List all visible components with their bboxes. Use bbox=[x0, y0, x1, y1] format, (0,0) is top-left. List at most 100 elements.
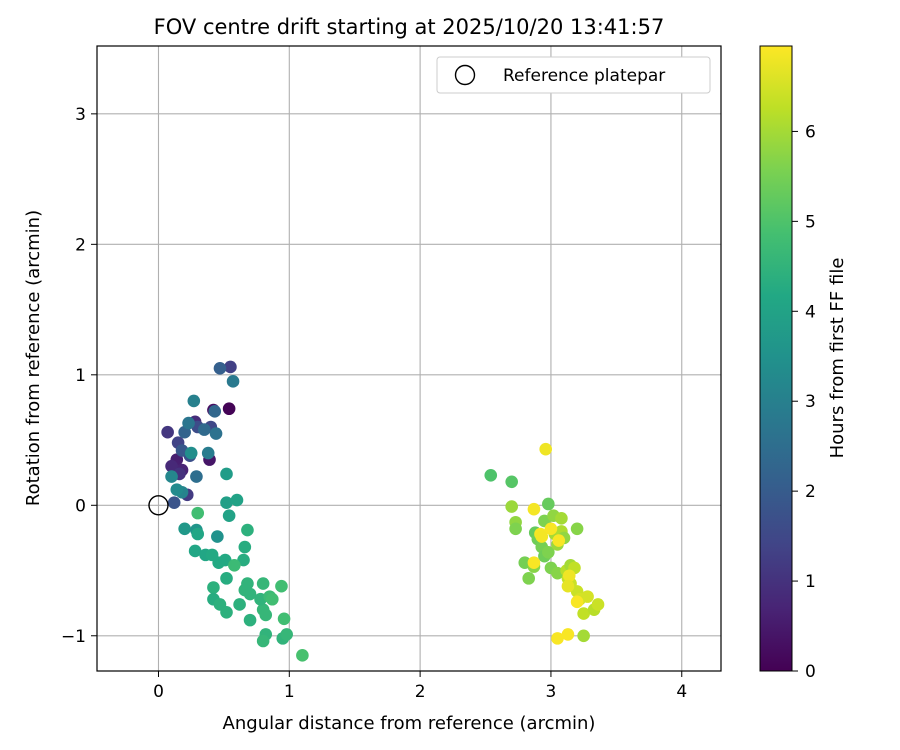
data-point bbox=[241, 523, 254, 537]
legend-box bbox=[436, 56, 711, 94]
data-point bbox=[581, 590, 594, 603]
y-axis-label: Rotation from reference (arcmin) bbox=[23, 210, 44, 506]
data-point bbox=[256, 634, 270, 648]
x-tick-label: 3 bbox=[546, 682, 557, 702]
data-point bbox=[226, 375, 240, 388]
data-point bbox=[527, 502, 541, 516]
data-point bbox=[197, 423, 211, 436]
data-point bbox=[167, 496, 181, 509]
data-point bbox=[209, 427, 223, 440]
data-point bbox=[256, 577, 270, 590]
data-point bbox=[551, 632, 564, 645]
data-point bbox=[555, 512, 568, 525]
colorbar-label: Hours from first FF file bbox=[827, 258, 848, 459]
colorbar-tick-label: 0 bbox=[805, 662, 816, 682]
data-point bbox=[190, 470, 203, 483]
y-tick-label: 2 bbox=[75, 235, 86, 255]
data-point bbox=[178, 522, 191, 536]
data-point bbox=[213, 361, 227, 375]
data-point bbox=[237, 553, 250, 567]
data-point bbox=[259, 608, 273, 622]
colorbar-tick-label: 6 bbox=[805, 122, 816, 142]
data-point bbox=[296, 649, 309, 662]
x-tick-label: 2 bbox=[415, 682, 426, 702]
y-tick-label: 3 bbox=[75, 105, 86, 125]
data-point bbox=[233, 598, 246, 611]
x-axis-ticks: 0 1 2 3 4 bbox=[153, 671, 687, 702]
chart-title: FOV centre drift starting at 2025/10/20 … bbox=[154, 15, 665, 39]
x-tick-label: 0 bbox=[153, 682, 164, 702]
data-point bbox=[230, 493, 244, 507]
y-axis-ticks: −1 0 1 2 3 bbox=[61, 105, 97, 647]
colorbar: 0 1 2 3 4 5 6 Hours from first FF file bbox=[759, 45, 848, 682]
data-point bbox=[220, 467, 233, 481]
data-point bbox=[218, 553, 232, 567]
data-point bbox=[280, 628, 293, 641]
y-tick-label: 0 bbox=[75, 496, 86, 516]
data-point bbox=[577, 629, 590, 643]
colorbar-tick-label: 5 bbox=[805, 212, 816, 232]
data-point bbox=[182, 416, 195, 430]
data-point bbox=[265, 592, 279, 606]
data-point bbox=[243, 587, 257, 601]
data-point bbox=[220, 605, 233, 619]
colorbar-ticks: 0 1 2 3 4 5 6 bbox=[792, 122, 816, 682]
legend-open-circle-icon bbox=[454, 64, 476, 86]
colorbar-gradient bbox=[759, 45, 793, 672]
x-axis-label: Angular distance from reference (arcmin) bbox=[223, 713, 596, 734]
reference-marker-group bbox=[148, 495, 169, 516]
data-point bbox=[562, 569, 576, 583]
data-point bbox=[201, 446, 215, 460]
data-point bbox=[188, 544, 202, 558]
data-point bbox=[170, 483, 184, 496]
data-point bbox=[542, 497, 555, 511]
x-tick-label: 1 bbox=[284, 682, 295, 702]
data-point bbox=[275, 579, 288, 593]
data-point bbox=[208, 405, 222, 418]
data-point bbox=[509, 522, 522, 536]
data-point bbox=[228, 559, 241, 572]
legend: Reference platepar bbox=[436, 56, 711, 94]
data-point bbox=[542, 545, 555, 559]
data-point bbox=[561, 579, 575, 593]
data-point bbox=[544, 522, 558, 536]
data-point bbox=[222, 509, 236, 523]
colorbar-tick-label: 4 bbox=[805, 302, 816, 322]
data-point bbox=[505, 475, 518, 489]
data-point bbox=[224, 360, 237, 374]
data-point bbox=[484, 468, 498, 482]
data-point bbox=[561, 628, 575, 641]
reference-platepar-marker bbox=[148, 495, 169, 516]
data-point bbox=[570, 595, 584, 609]
data-point bbox=[207, 581, 220, 594]
scatter-points bbox=[161, 360, 605, 662]
colorbar-tick-label: 1 bbox=[805, 572, 816, 592]
data-point bbox=[222, 402, 236, 416]
legend-label: Reference platepar bbox=[503, 66, 665, 86]
data-point bbox=[505, 500, 518, 513]
data-point bbox=[277, 612, 291, 626]
colorbar-tick-label: 3 bbox=[805, 392, 816, 412]
data-point bbox=[184, 446, 198, 460]
data-point bbox=[187, 394, 201, 408]
x-tick-label: 4 bbox=[676, 682, 687, 702]
y-tick-label: −1 bbox=[61, 627, 86, 647]
data-point bbox=[220, 496, 233, 509]
data-point bbox=[535, 530, 549, 543]
data-point bbox=[161, 425, 174, 439]
data-point bbox=[591, 598, 605, 611]
data-point bbox=[527, 556, 541, 570]
data-point bbox=[191, 527, 205, 541]
data-point bbox=[522, 572, 535, 585]
data-point bbox=[570, 522, 584, 536]
data-point bbox=[220, 572, 233, 585]
data-point bbox=[539, 442, 553, 456]
y-tick-label: 1 bbox=[75, 366, 86, 386]
data-point bbox=[211, 530, 224, 543]
colorbar-tick-label: 2 bbox=[805, 482, 816, 502]
grid bbox=[97, 46, 721, 671]
plot-frame bbox=[96, 45, 722, 672]
data-point bbox=[238, 540, 252, 554]
data-point bbox=[552, 534, 566, 547]
